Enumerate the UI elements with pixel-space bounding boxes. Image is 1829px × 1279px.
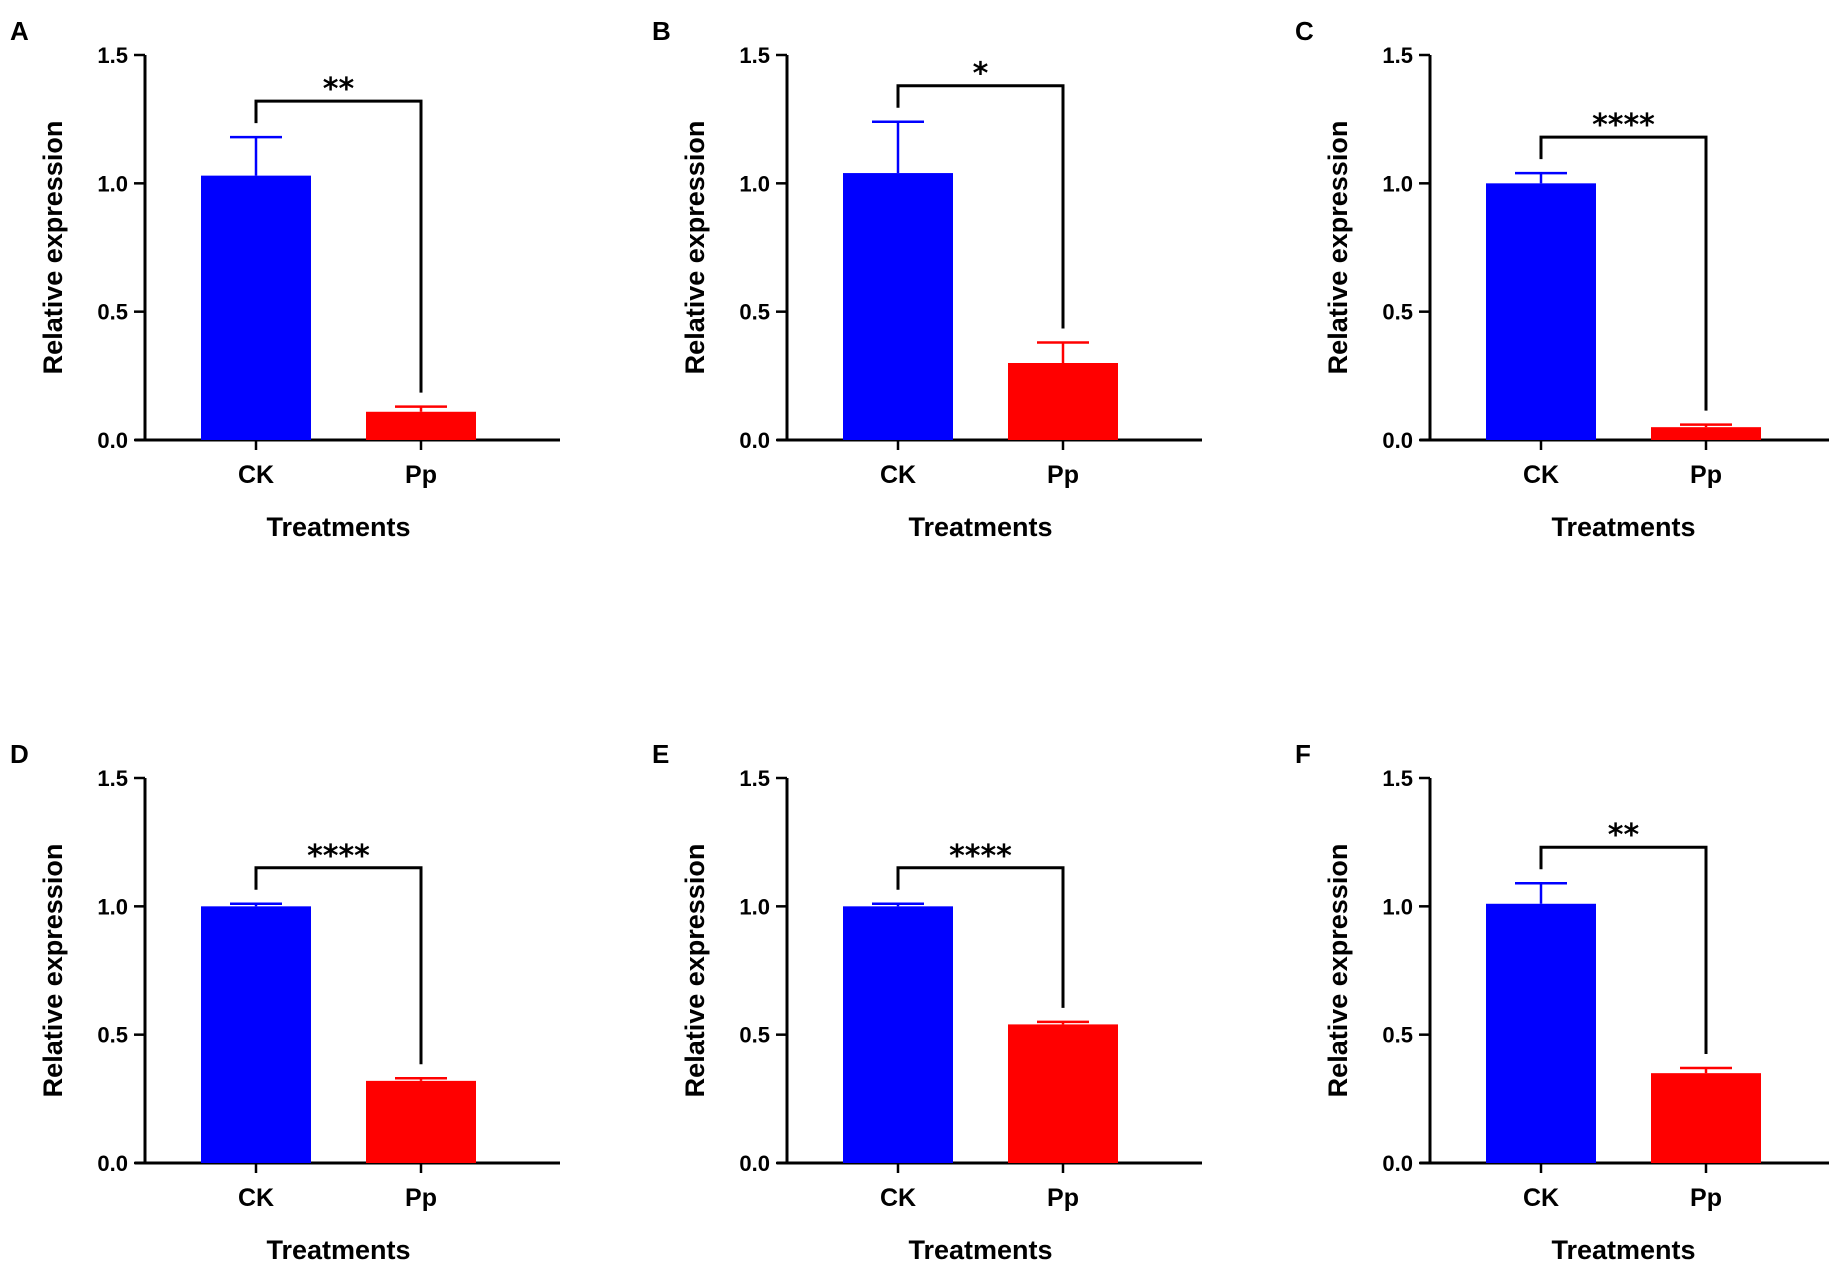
panel-letter: B <box>652 16 671 46</box>
x-axis-title: Treatments <box>1551 1235 1695 1265</box>
y-tick-label: 0.5 <box>1382 300 1413 325</box>
significance-bracket <box>254 866 423 1065</box>
panel-letter: C <box>1295 16 1314 46</box>
panel-f: F 0.0 0.5 1.0 1.5 Relative expression CK Pp ** Tr… <box>1295 739 1829 1265</box>
significance-label: ** <box>323 72 355 107</box>
x-axis-title: Treatments <box>908 1235 1052 1265</box>
y-axis-title: Relative expression <box>38 844 68 1098</box>
bar-ck <box>843 906 953 1163</box>
y-tick-label: 0.5 <box>1382 1023 1413 1048</box>
x-tick-label: Pp <box>1047 461 1079 489</box>
y-tick-label: 1.5 <box>1382 43 1413 68</box>
significance-bracket <box>1539 135 1708 411</box>
x-axis-title: Treatments <box>266 512 410 542</box>
bar-ck <box>843 173 953 441</box>
x-axis-title: Treatments <box>1551 512 1695 542</box>
bar-ck <box>1486 183 1596 441</box>
significance-label: **** <box>1592 108 1655 143</box>
x-tick-label: CK <box>1523 461 1559 489</box>
significance-bracket <box>896 866 1065 1008</box>
y-axis-title: Relative expression <box>680 121 710 375</box>
y-tick-label: 0.0 <box>97 1151 128 1176</box>
y-axis-title: Relative expression <box>1323 844 1353 1098</box>
bar-pp <box>1008 363 1118 440</box>
y-axis-title: Relative expression <box>680 844 710 1098</box>
x-tick-label: CK <box>880 461 916 489</box>
bar-pp <box>366 1080 476 1163</box>
panel-e: E 0.0 0.5 1.0 1.5 Relative expression CK Pp ****… <box>652 739 1202 1265</box>
x-tick-label: Pp <box>1690 461 1722 489</box>
y-axis-title: Relative expression <box>38 121 68 375</box>
panel-c: C 0.0 0.5 1.0 1.5 Relative expression CK Pp ****… <box>1295 16 1829 542</box>
y-tick-label: 1.0 <box>1382 894 1413 919</box>
panel-b: B 0.0 0.5 1.0 1.5 Relative expression CK Pp * Tre… <box>652 16 1202 542</box>
bar-pp <box>366 411 476 440</box>
significance-label: ** <box>1608 818 1640 853</box>
y-tick-label: 1.0 <box>739 894 770 919</box>
x-tick-label: Pp <box>405 1184 437 1212</box>
x-tick-label: CK <box>238 461 274 489</box>
y-tick-label: 1.0 <box>1382 171 1413 196</box>
panel-d: D 0.0 0.5 1.0 1.5 Relative expression CK Pp ****… <box>10 739 560 1265</box>
bar-pp <box>1651 427 1761 440</box>
y-tick-label: 1.5 <box>739 766 770 791</box>
panel-letter: E <box>652 739 669 769</box>
x-tick-label: Pp <box>1690 1184 1722 1212</box>
panel-letter: A <box>10 16 29 46</box>
significance-label: **** <box>949 839 1012 874</box>
y-tick-label: 1.0 <box>739 171 770 196</box>
y-tick-label: 0.0 <box>739 1151 770 1176</box>
x-tick-label: CK <box>1523 1184 1559 1212</box>
y-tick-label: 1.0 <box>97 894 128 919</box>
y-tick-label: 1.5 <box>97 766 128 791</box>
significance-bracket <box>896 84 1065 329</box>
x-tick-label: CK <box>238 1184 274 1212</box>
y-tick-label: 0.0 <box>739 428 770 453</box>
y-axis-title: Relative expression <box>1323 121 1353 375</box>
bar-ck <box>201 175 311 440</box>
significance-bracket <box>254 99 423 393</box>
y-tick-label: 0.0 <box>1382 428 1413 453</box>
panel-letter: F <box>1295 739 1311 769</box>
x-tick-label: Pp <box>405 461 437 489</box>
y-tick-label: 0.5 <box>739 300 770 325</box>
y-tick-label: 0.0 <box>1382 1151 1413 1176</box>
bar-ck <box>1486 903 1596 1163</box>
x-axis-title: Treatments <box>266 1235 410 1265</box>
y-tick-label: 0.5 <box>739 1023 770 1048</box>
y-tick-label: 0.5 <box>97 1023 128 1048</box>
y-tick-label: 1.5 <box>739 43 770 68</box>
y-tick-label: 1.5 <box>97 43 128 68</box>
significance-label: * <box>973 57 989 92</box>
significance-label: **** <box>307 839 370 874</box>
x-axis-title: Treatments <box>908 512 1052 542</box>
panel-letter: D <box>10 739 29 769</box>
x-tick-label: CK <box>880 1184 916 1212</box>
bar-pp <box>1651 1073 1761 1163</box>
y-tick-label: 0.5 <box>97 300 128 325</box>
y-tick-label: 0.0 <box>97 428 128 453</box>
y-tick-label: 1.5 <box>1382 766 1413 791</box>
panel-a: A 0.0 0.5 1.0 1.5 Relative expression CK Pp ** Tr… <box>10 16 560 542</box>
significance-bracket <box>1539 845 1708 1055</box>
bar-ck <box>201 906 311 1163</box>
y-tick-label: 1.0 <box>97 171 128 196</box>
x-tick-label: Pp <box>1047 1184 1079 1212</box>
bar-pp <box>1008 1024 1118 1163</box>
